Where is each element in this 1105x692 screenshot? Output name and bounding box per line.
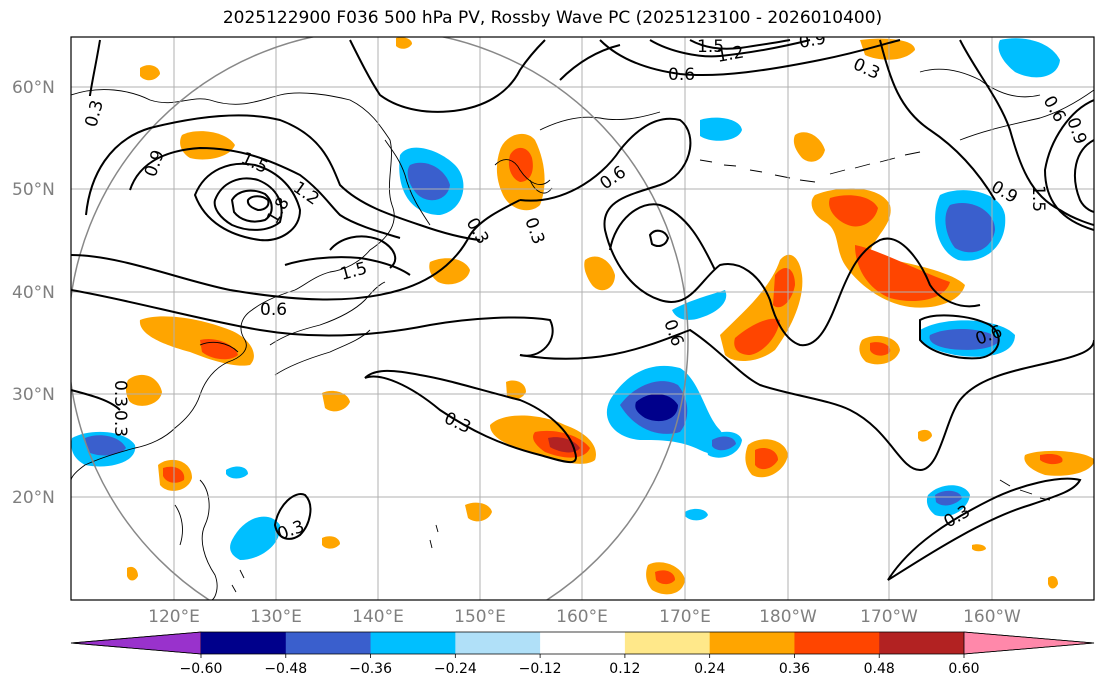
- longitude-labels: 120°E 130°E 140°E 150°E 160°E 170°E 180°…: [148, 607, 1021, 627]
- lat-label: 30°N: [12, 385, 55, 405]
- plot-frame: [70, 36, 1095, 601]
- colorbar-tick-label: −0.60: [180, 661, 223, 677]
- colorbar-segment: [370, 632, 456, 654]
- colorbar-segment: [455, 632, 541, 654]
- colorbar-tick-label: 0.48: [864, 661, 895, 677]
- lon-label: 170°E: [659, 607, 711, 627]
- lon-label: 140°E: [352, 607, 404, 627]
- coastlines: [71, 68, 1094, 600]
- colorbar-extend-low: [70, 631, 202, 655]
- lon-label: 180°W: [759, 607, 817, 627]
- colorbar-tick-label: −0.36: [349, 661, 392, 677]
- lat-label: 20°N: [12, 488, 55, 508]
- colorbar: −0.60 −0.48 −0.36 −0.24 −0.12 0.12 0.24 0.36 0.4…: [70, 631, 1095, 677]
- lon-label: 120°E: [148, 607, 200, 627]
- lon-label: 130°E: [250, 607, 302, 627]
- colorbar-segment: [709, 632, 795, 654]
- colorbar-tick-label: 0.12: [609, 661, 640, 677]
- colorbar-tick-label: −0.48: [264, 661, 307, 677]
- pv-contours: [71, 39, 1094, 581]
- lat-label: 60°N: [12, 78, 55, 98]
- colorbar-segment: [794, 632, 880, 654]
- colorbar-segment: [285, 632, 372, 654]
- contour-label: 0.6: [668, 65, 695, 85]
- latitude-labels: 60°N 50°N 40°N 30°N 20°N: [12, 78, 55, 508]
- colorbar-tick-label: −0.12: [519, 661, 562, 677]
- map-plot-area: 0.3 0.9 1.5 1.2 1.8 0.3 0.3 1.5 0.6 0.6 …: [71, 29, 1094, 600]
- colorbar-tick-label: 0.24: [694, 661, 725, 677]
- contour-label: 0.9: [797, 29, 827, 53]
- contour-label: 1.5: [1028, 185, 1048, 212]
- lat-label: 40°N: [12, 283, 55, 303]
- contour-label: 0.6: [260, 300, 287, 320]
- colorbar-segment: [879, 632, 965, 654]
- lon-label: 160°W: [963, 607, 1021, 627]
- lon-label: 150°E: [454, 607, 506, 627]
- colorbar-segment: [540, 632, 626, 654]
- contour-labels: 0.3 0.9 1.5 1.2 1.8 0.3 0.3 1.5 0.6 0.6 …: [80, 29, 1090, 545]
- lon-label: 170°W: [860, 607, 918, 627]
- map-title: 2025122900 F036 500 hPa PV, Rossby Wave …: [222, 8, 883, 28]
- contour-label: 0.3: [110, 380, 130, 407]
- contour-label: 0.3: [110, 410, 130, 437]
- colorbar-tick-label: 0.60: [948, 661, 979, 677]
- contour-label: 1.2: [715, 43, 745, 67]
- radius-circle: [71, 37, 689, 600]
- lat-label: 50°N: [12, 180, 55, 200]
- colorbar-tick-label: 0.36: [779, 661, 810, 677]
- lon-label: 160°E: [556, 607, 608, 627]
- colorbar-tick-label: −0.24: [434, 661, 477, 677]
- contour-label: 1.5: [697, 37, 724, 57]
- colorbar-segment: [201, 632, 287, 654]
- colorbar-extend-high: [963, 631, 1095, 655]
- colorbar-segment: [624, 632, 711, 654]
